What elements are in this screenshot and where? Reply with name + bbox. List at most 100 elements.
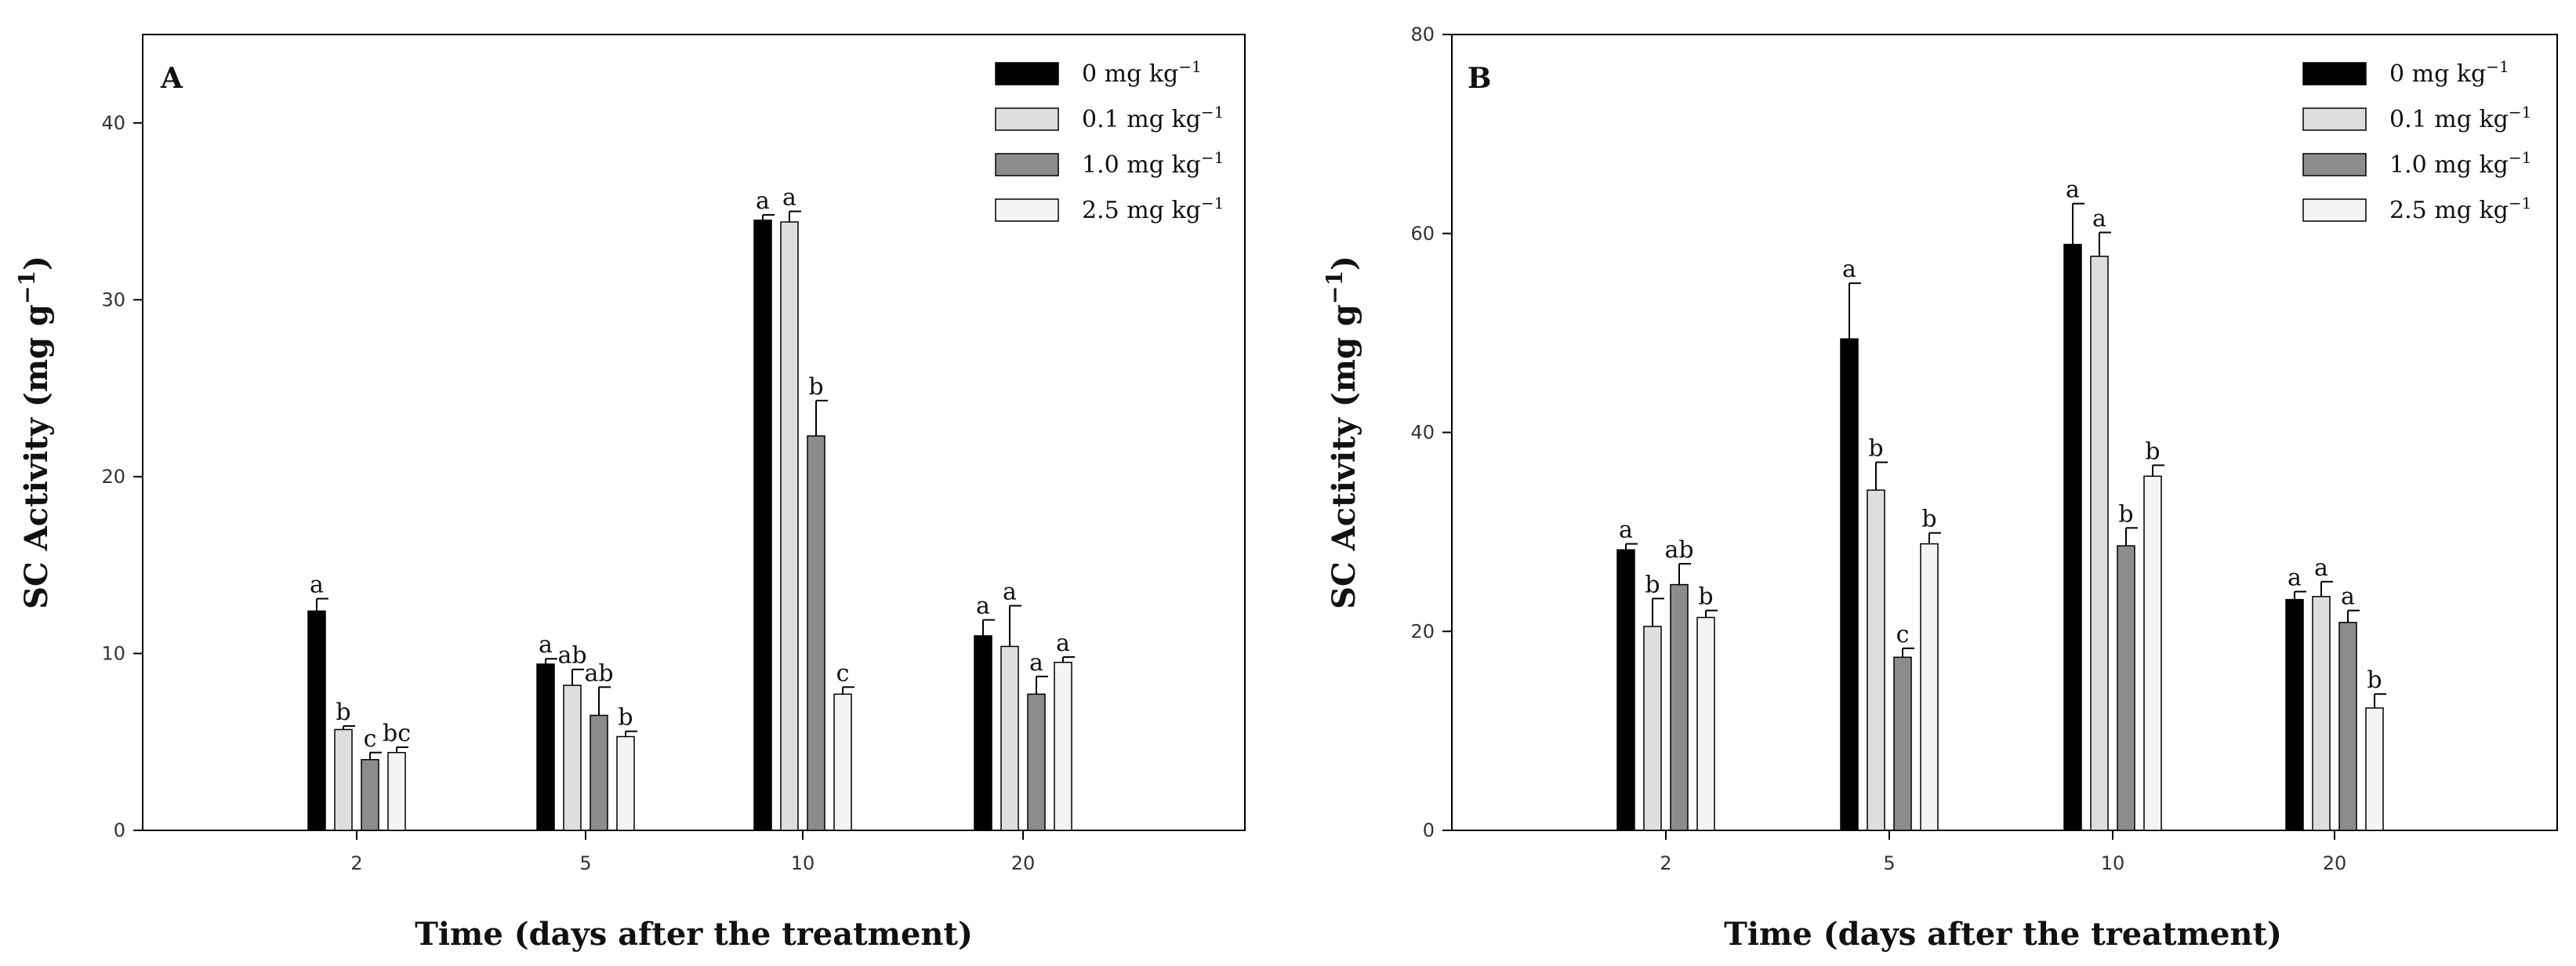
legend-unit-superscript: −1	[1201, 148, 1224, 167]
legend-unit: mg kg	[1127, 106, 1201, 133]
significance-letter: ab	[584, 659, 613, 687]
bar	[1616, 549, 1635, 831]
legend-swatch	[995, 107, 1059, 131]
legend-value: 0	[2389, 60, 2404, 88]
legend-space	[1119, 151, 1127, 179]
bar	[1643, 626, 1662, 831]
significance-letter: a	[1003, 579, 1017, 606]
legend-unit: mg kg	[2434, 151, 2509, 179]
legend-unit-superscript: −1	[1201, 194, 1224, 212]
significance-letter: b	[2145, 438, 2160, 465]
significance-letter: a	[756, 187, 770, 215]
bar	[1027, 693, 1046, 831]
legend-value: 0	[1082, 60, 1097, 88]
bar	[590, 714, 608, 831]
significance-letter: a	[2341, 583, 2355, 611]
y-axis-title-superscript: −1	[14, 271, 40, 304]
legend-value: 1.0	[2389, 151, 2427, 179]
legend-label: 0.1 mg kg−1	[1082, 103, 1224, 133]
x-axis-title: Time (days after the treatment)	[1724, 916, 2282, 953]
bar	[2063, 243, 2082, 831]
y-tick-label: 0	[114, 819, 125, 841]
bar	[1840, 338, 1859, 831]
legend-unit: mg kg	[1127, 197, 1201, 224]
legend-label: 0.1 mg kg−1	[2389, 103, 2531, 133]
legend-swatch	[995, 198, 1059, 222]
legend-unit-superscript: −1	[1201, 103, 1224, 122]
legend-swatch	[2302, 62, 2367, 85]
y-tick-label: 20	[101, 466, 125, 488]
legend-space	[2427, 106, 2435, 133]
legend-swatch	[995, 153, 1059, 176]
bar	[974, 635, 992, 831]
x-tick-label: 10	[791, 852, 815, 874]
legend-space	[2404, 60, 2412, 88]
significance-letter: ab	[1664, 536, 1693, 564]
significance-letter: a	[2288, 565, 2302, 592]
legend-value: 0.1	[1082, 106, 1119, 133]
legend-space	[1119, 197, 1127, 224]
legend-unit-superscript: −1	[1178, 57, 1201, 76]
bar	[1867, 489, 1885, 831]
legend-unit: mg kg	[2434, 197, 2509, 224]
legend-value: 2.5	[2389, 197, 2427, 224]
significance-letter: b	[808, 373, 823, 401]
legend-space	[2427, 151, 2435, 179]
bar	[807, 435, 825, 831]
bar	[1000, 645, 1019, 831]
bar	[2365, 707, 2384, 831]
y-axis-title-superscript: −1	[1322, 271, 1348, 304]
legend-swatch	[2302, 107, 2367, 131]
y-axis-title: SC Activity (mg g−1)	[14, 256, 55, 609]
significance-letter: c	[836, 659, 850, 687]
significance-letter: a	[1029, 649, 1043, 677]
legend-swatch	[995, 62, 1059, 85]
panel-letter: B	[1468, 62, 1491, 95]
bar	[2143, 475, 2162, 831]
y-axis-title-main: SC Activity (mg g	[18, 304, 55, 609]
bar	[2338, 622, 2357, 831]
significance-letter: b	[1645, 571, 1660, 598]
y-tick-label: 20	[1410, 620, 1435, 642]
y-axis-title-close: )	[1326, 256, 1362, 271]
legend-label: 0 mg kg−1	[2389, 57, 2509, 88]
bar	[387, 752, 406, 831]
legend-unit: mg kg	[2434, 106, 2509, 133]
significance-letter: b	[1698, 583, 1713, 611]
bar	[1054, 661, 1072, 831]
bar	[2312, 596, 2331, 831]
significance-letter: a	[310, 572, 324, 599]
legend-label: 1.0 mg kg−1	[1082, 148, 1224, 179]
y-axis-title-main: SC Activity (mg g	[1326, 304, 1362, 609]
legend-label: 1.0 mg kg−1	[2389, 148, 2531, 179]
y-tick-label: 10	[101, 642, 125, 664]
legend-unit: mg kg	[1105, 60, 1179, 88]
bar	[361, 759, 379, 831]
legend-value: 1.0	[1082, 151, 1119, 179]
significance-letter: a	[539, 631, 553, 659]
significance-letter: a	[2314, 554, 2328, 582]
y-tick-label: 30	[101, 289, 125, 310]
significance-letter: c	[364, 725, 377, 753]
legend-label: 2.5 mg kg−1	[2389, 194, 2531, 224]
bar	[2285, 598, 2304, 831]
bar	[833, 693, 852, 831]
significance-letter: c	[1896, 621, 1910, 648]
significance-letter: bc	[383, 720, 411, 747]
x-axis-title: Time (days after the treatment)	[415, 916, 973, 953]
bar	[1670, 583, 1689, 831]
significance-letter: b	[618, 704, 633, 732]
significance-letter: a	[1619, 517, 1633, 544]
bar	[1893, 656, 1912, 831]
significance-letter: b	[1921, 506, 1936, 533]
legend-label: 2.5 mg kg−1	[1082, 194, 1224, 224]
legend-label: 0 mg kg−1	[1082, 57, 1202, 88]
bar	[616, 735, 635, 831]
bar	[780, 221, 799, 831]
y-tick-label: 80	[1410, 24, 1435, 45]
significance-letter: b	[2118, 500, 2133, 528]
x-tick-label: 10	[2101, 852, 2125, 874]
panel-letter: A	[160, 62, 183, 95]
